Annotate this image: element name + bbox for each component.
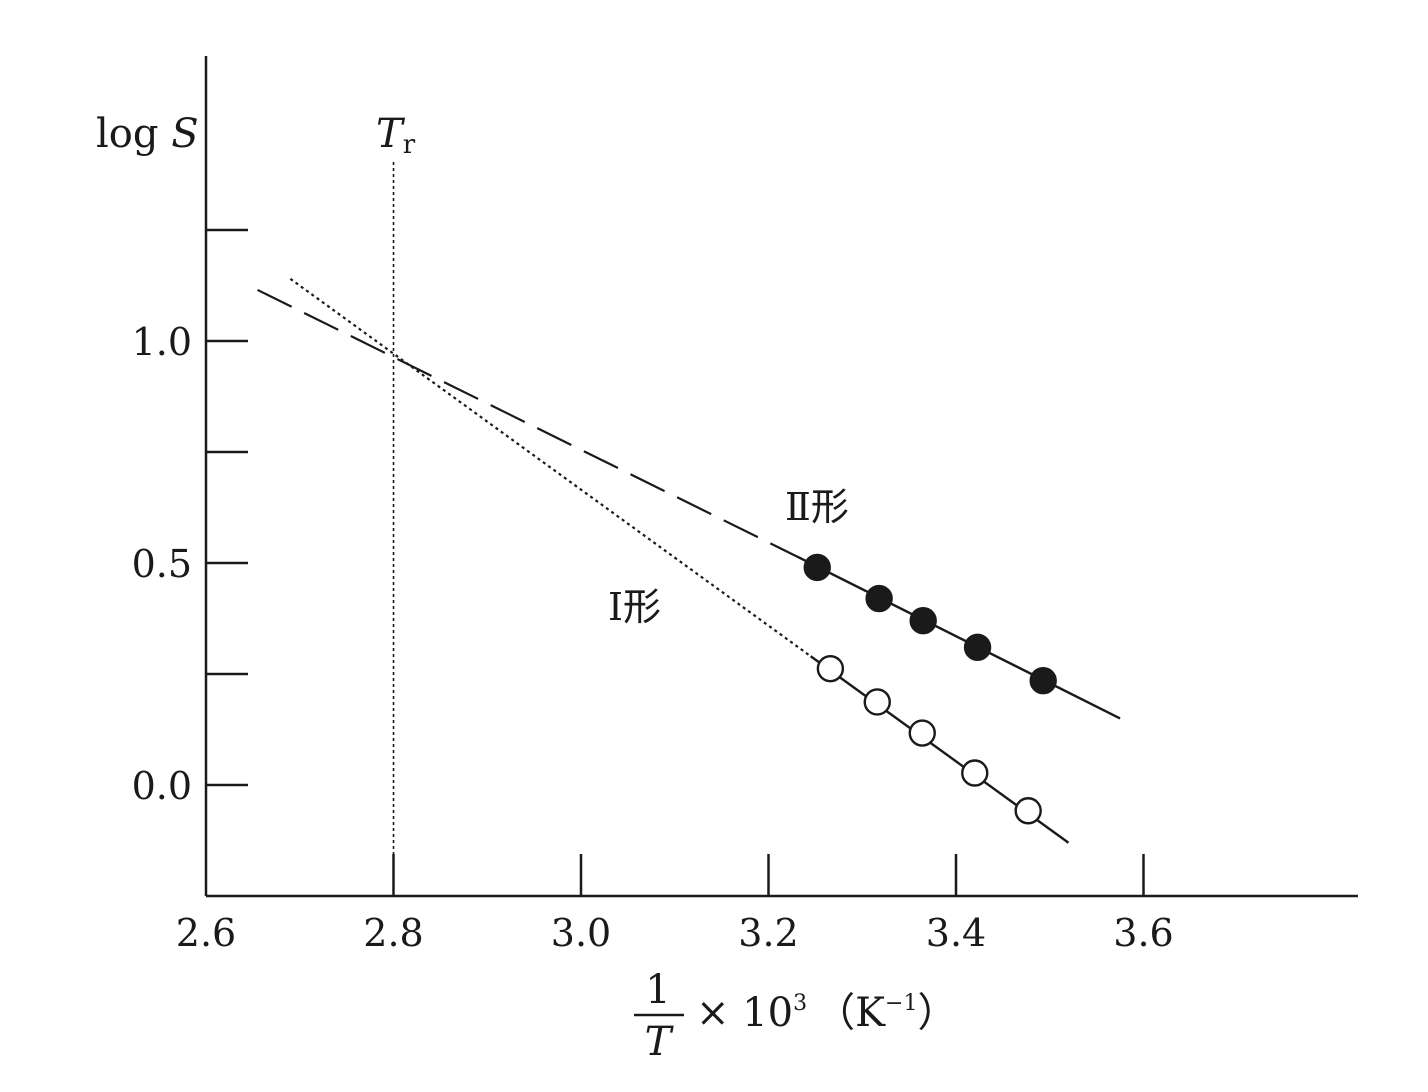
y-axis-label: log S [96,111,199,157]
x-axis-label-exponent: 3 [793,991,807,1016]
x-tick-label-1: 2.8 [363,911,423,955]
x-axis-label-multiplier: × 10 [696,990,793,1036]
series-form-1-extrapolation-line [289,277,812,658]
series-form-1-point-0 [816,654,845,683]
x-axis-label-unit-exponent: −1 [885,991,917,1016]
series-label-form-1: Ⅰ形 [608,585,661,629]
y-axis-label-prefix: log [96,111,171,157]
x-axis-label-denominator: T [645,1019,675,1065]
series-form-2-point-4 [1029,666,1057,695]
series-markers [803,553,1057,825]
reference-line-label-sub: r [403,130,416,160]
y-tick-label-0: 0.0 [132,764,192,808]
series-form-1-point-3 [961,759,989,787]
x-axis-label: 1 T × 103 （K−1） [634,967,957,1065]
series-form-1-point-2 [908,719,936,747]
x-tick-label-2: 3.0 [551,911,611,955]
x-axis-label-unit-open: （K [815,990,886,1036]
series-form-2-point-3 [963,633,992,662]
series-form-1-point-1 [863,688,891,716]
series-label-form-2: Ⅱ形 [785,485,849,529]
x-tick-label-4: 3.4 [926,911,986,955]
x-axis-label-unit-close: ） [917,990,957,1036]
series-form-2-point-0 [803,553,831,582]
series-form-1-point-4 [1014,797,1042,825]
series-lines [257,277,1121,844]
y-tick-label-2: 0.5 [132,542,192,586]
y-tick-label-4: 1.0 [132,320,192,364]
x-axis-label-numerator: 1 [645,967,670,1013]
x-tick-label-0: 2.6 [176,911,236,955]
x-tick-label-3: 3.2 [738,911,798,955]
series-form-2-fit-line [796,555,1121,720]
axes: 0.0 0.5 1.0 2.6 2.8 3.0 3.2 3.4 3.6 [132,56,1358,955]
reference-line-label-main: T [376,111,406,157]
series-form-2-point-1 [865,584,893,613]
y-axis-label-symbol: S [171,111,198,157]
series-form-2-extrapolation-line [257,288,798,558]
x-tick-label-5: 3.6 [1113,911,1173,955]
reference-line-label: Tr [376,111,416,160]
x-axis-label-rest: × 103 （K−1） [696,990,957,1036]
series-form-2-point-2 [909,607,937,635]
